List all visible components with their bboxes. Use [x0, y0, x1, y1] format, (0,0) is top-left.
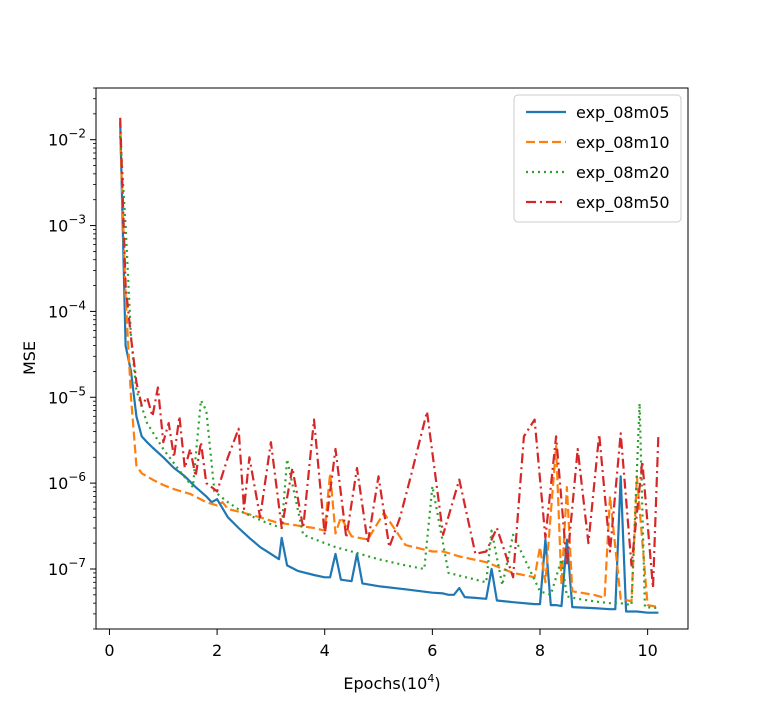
series-line-exp_08m05 [119, 122, 659, 614]
legend-label-exp_08m20: exp_08m20 [576, 163, 670, 183]
legend-label-exp_08m10: exp_08m10 [576, 133, 670, 153]
series-line-exp_08m10 [119, 132, 659, 609]
x-tick-label: 0 [104, 641, 114, 660]
x-tick-label: 4 [320, 641, 330, 660]
x-axis: 0 2 4 6 8 10 [104, 629, 658, 660]
series-layer [119, 117, 660, 614]
y-axis: 10−7 10−6 10−5 10−4 10−3 10−2 [48, 87, 96, 630]
x-tick-label: 8 [535, 641, 545, 660]
legend-label-exp_08m05: exp_08m05 [576, 103, 670, 123]
series-line-exp_08m50 [119, 117, 660, 590]
x-tick-label: 10 [637, 641, 657, 660]
series-line-exp_08m20 [119, 136, 659, 610]
y-axis-label: MSE [20, 341, 39, 375]
x-tick-label: 2 [212, 641, 222, 660]
legend: exp_08m05 exp_08m10 exp_08m20 exp_08m50 [513, 94, 682, 223]
x-axis-label: Epochs(104) [343, 672, 440, 693]
legend-frame [513, 94, 682, 223]
x-tick-label: 6 [427, 641, 437, 660]
y-tick-label: 10−6 [48, 470, 86, 493]
y-tick-label: 10−5 [48, 384, 86, 407]
legend-label-exp_08m50: exp_08m50 [576, 193, 670, 213]
y-tick-label: 10−2 [48, 127, 86, 150]
y-tick-label: 10−7 [48, 556, 86, 579]
y-tick-label: 10−4 [48, 298, 86, 321]
y-tick-label: 10−3 [48, 213, 86, 236]
